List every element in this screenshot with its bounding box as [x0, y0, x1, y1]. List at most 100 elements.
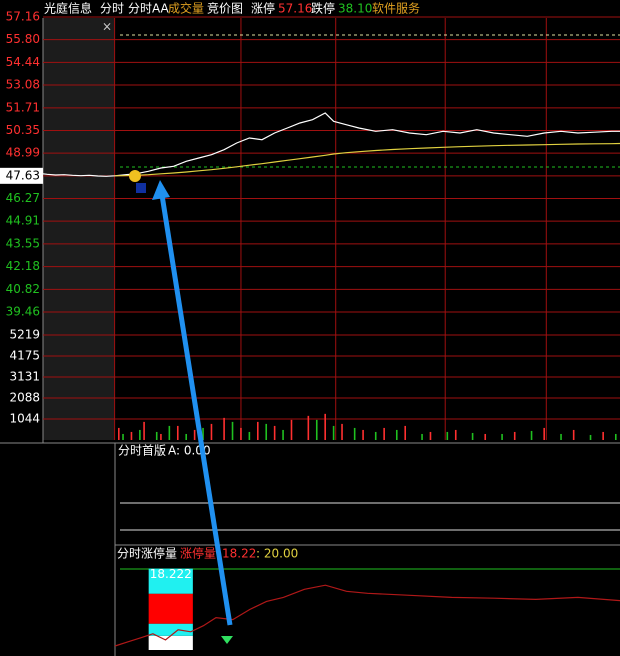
- volume-bar: [256, 421, 259, 440]
- close-button[interactable]: ×: [102, 20, 112, 34]
- volume-bar: [315, 419, 318, 440]
- volume-bar: [130, 431, 133, 440]
- arrow: [159, 194, 233, 626]
- y-tick-label: 51.71: [6, 100, 40, 114]
- limit-down: 38.10: [338, 2, 372, 16]
- y-tick-label: 40.82: [6, 282, 40, 296]
- volume-bar: [429, 431, 432, 440]
- volume-bar: [143, 421, 145, 440]
- y-tick-label: 42.18: [6, 259, 40, 273]
- buy-marker[interactable]: [136, 183, 146, 193]
- volume-bar: [362, 429, 364, 440]
- volume-bar: [231, 421, 234, 440]
- volume-bar: [202, 427, 204, 440]
- volume-bar: [223, 417, 225, 440]
- bar-label: 18.222: [150, 567, 192, 581]
- limit-bar-segment: [148, 568, 193, 594]
- volume-bar: [421, 433, 423, 440]
- volume-bar: [353, 427, 356, 440]
- limit-up-label: 涨停: [251, 1, 275, 16]
- volume-bar: [282, 429, 284, 440]
- volume-bar: [324, 413, 326, 440]
- tab[interactable]: 分时AA: [128, 2, 170, 16]
- volume-bar: [374, 431, 377, 440]
- y-tick-label: 48.99: [6, 146, 40, 160]
- y-tick-label: 55.80: [6, 32, 40, 46]
- volume-bar: [307, 415, 310, 440]
- volume-bar: [240, 427, 242, 440]
- y-tick-label: 47.63: [6, 168, 40, 182]
- y-tick-label: 44.91: [6, 214, 40, 228]
- y-tick-label: 2088: [9, 390, 40, 404]
- volume-bar: [118, 427, 120, 440]
- volume-bar: [185, 433, 187, 440]
- volume-bar: [155, 431, 158, 440]
- volume-bar: [332, 425, 335, 440]
- y-tick-label: 1044: [9, 411, 40, 425]
- volume-bar: [290, 419, 293, 440]
- volume-bar: [193, 429, 196, 440]
- tab[interactable]: 竞价图: [207, 2, 243, 16]
- y-tick-label: 57.16: [6, 10, 40, 24]
- price-line: [114, 142, 620, 177]
- y-tick-label: 46.27: [6, 191, 40, 205]
- y-tick-label: 54.44: [6, 55, 40, 69]
- volume-bar: [383, 427, 385, 440]
- limit-bar-segment: [148, 593, 193, 624]
- volume-bar: [446, 431, 449, 440]
- limit-bar-segment: [148, 635, 193, 650]
- indicator-legend: 涨停量: [180, 546, 216, 561]
- limit-bar-segment: [148, 623, 193, 636]
- volume-bar: [560, 433, 562, 440]
- volume-bar: [513, 431, 516, 440]
- volume-bar: [168, 425, 171, 440]
- volume-bar: [572, 429, 575, 440]
- stock-name: 光庭信息: [44, 1, 92, 16]
- price-line: [42, 112, 620, 177]
- volume-bar: [122, 433, 124, 440]
- volume-bar: [484, 433, 487, 440]
- volume-bar: [176, 425, 179, 440]
- smiley-icon[interactable]: [129, 170, 141, 182]
- limit-up: 57.16: [278, 2, 312, 16]
- sector: 软件服务: [372, 1, 420, 16]
- y-tick-label: 43.55: [6, 236, 40, 250]
- indicator-value: 18.22: [222, 547, 256, 561]
- tab[interactable]: 分时: [100, 2, 124, 16]
- auction-area: [43, 18, 115, 440]
- y-tick-label: 39.46: [6, 305, 40, 319]
- volume-bar: [341, 423, 343, 440]
- volume-bar: [589, 434, 592, 440]
- y-tick-label: 50.35: [6, 123, 40, 137]
- volume-bar: [501, 433, 503, 440]
- y-tick-label: 4175: [9, 349, 40, 363]
- volume-bar: [602, 431, 604, 440]
- diamond-icon[interactable]: [221, 636, 233, 644]
- volume-bar: [265, 423, 268, 440]
- volume-bar: [139, 429, 141, 440]
- limit-down-label: 跌停: [311, 1, 335, 16]
- volume-bar: [454, 429, 457, 440]
- limit-volume-line: [114, 584, 620, 647]
- volume-bar: [530, 430, 533, 440]
- volume-bar: [543, 427, 545, 440]
- volume-bar: [210, 423, 213, 440]
- volume-bar: [614, 433, 617, 440]
- volume-bar: [248, 431, 251, 440]
- volume-bar: [160, 433, 162, 440]
- volume-bar: [395, 429, 398, 440]
- volume-bar: [471, 432, 474, 440]
- tick-highlight: [0, 167, 43, 184]
- indicator-name: 分时首版: [118, 444, 166, 458]
- tab[interactable]: 成交量: [168, 1, 204, 16]
- volume-bar: [273, 425, 276, 440]
- arrow-head: [152, 180, 170, 200]
- y-tick-label: 53.08: [6, 78, 40, 92]
- y-tick-label: 3131: [9, 370, 40, 384]
- y-tick-label: 5219: [9, 328, 40, 342]
- indicator-reference: : 20.00: [256, 547, 298, 561]
- indicator-name: 分时涨停量: [117, 546, 177, 561]
- volume-bar: [404, 425, 407, 440]
